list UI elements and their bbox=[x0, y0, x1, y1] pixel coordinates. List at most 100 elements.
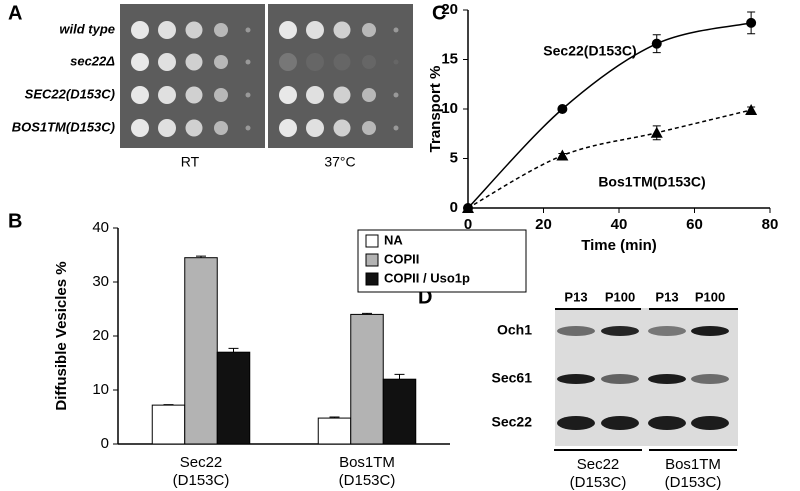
marker bbox=[745, 103, 758, 115]
yeast-spot bbox=[362, 23, 376, 37]
blot-band bbox=[601, 326, 639, 336]
yeast-spot bbox=[214, 88, 228, 102]
yeast-spot bbox=[306, 21, 324, 39]
yeast-spot bbox=[245, 59, 251, 65]
blot-band bbox=[557, 416, 595, 430]
group-label: Sec22 (D153C) bbox=[570, 456, 627, 491]
x-tick-label: Sec22 (D153C) bbox=[173, 454, 230, 489]
legend-label: NA bbox=[384, 232, 403, 247]
series-annotation: Bos1TM(D153C) bbox=[598, 174, 705, 190]
y-tick-label: 30 bbox=[92, 273, 109, 290]
yeast-spot bbox=[333, 53, 351, 71]
blot-band bbox=[557, 374, 595, 384]
yeast-spot bbox=[185, 119, 203, 137]
y-tick-label: 5 bbox=[450, 149, 458, 166]
yeast-spot bbox=[279, 119, 297, 137]
error-bar bbox=[228, 347, 239, 353]
yeast-spot bbox=[306, 86, 324, 104]
group-label: Bos1TM (D153C) bbox=[665, 456, 722, 491]
strain-label: BOS1TM(D153C) bbox=[12, 119, 115, 134]
marker bbox=[462, 202, 474, 213]
error-bar bbox=[163, 404, 174, 406]
yeast-spot bbox=[131, 53, 149, 71]
legend-swatch bbox=[365, 234, 379, 248]
yeast-spot bbox=[131, 21, 149, 39]
y-axis-label: Diffusible Vesicles % bbox=[53, 261, 70, 410]
yeast-spot bbox=[333, 21, 351, 39]
legend-label: COPII bbox=[384, 251, 419, 266]
error-bar bbox=[329, 416, 340, 419]
bar bbox=[382, 378, 417, 445]
x-tick-label: 80 bbox=[762, 216, 779, 233]
strain-label: sec22Δ bbox=[70, 53, 115, 68]
yeast-spot bbox=[393, 27, 399, 33]
bar bbox=[350, 313, 384, 445]
x-tick-label: Bos1TM (D153C) bbox=[339, 454, 396, 489]
y-tick-label: 0 bbox=[101, 435, 109, 452]
blot-band bbox=[648, 374, 686, 384]
blot-band bbox=[557, 326, 595, 336]
y-tick-label: 15 bbox=[441, 50, 458, 67]
blot-band bbox=[601, 416, 639, 430]
marker bbox=[556, 149, 569, 161]
yeast-spot bbox=[279, 21, 297, 39]
yeast-spot bbox=[185, 21, 203, 39]
y-tick-label: 20 bbox=[441, 1, 458, 18]
bar bbox=[184, 257, 218, 445]
panel-label: A bbox=[8, 2, 22, 24]
blot-band bbox=[648, 326, 686, 336]
yeast-spot bbox=[393, 92, 399, 98]
yeast-spot bbox=[362, 121, 376, 135]
error-bar bbox=[196, 255, 206, 258]
yeast-spot bbox=[158, 21, 176, 39]
error-bar bbox=[394, 373, 405, 380]
marker bbox=[557, 104, 568, 114]
yeast-spot bbox=[362, 55, 376, 69]
protein-label: Och1 bbox=[497, 322, 532, 338]
y-tick-label: 10 bbox=[441, 100, 458, 117]
yeast-spot bbox=[214, 121, 228, 135]
bar bbox=[151, 404, 186, 445]
x-tick-label: 0 bbox=[464, 216, 472, 233]
blot-band bbox=[648, 416, 686, 430]
y-tick-label: 0 bbox=[450, 199, 458, 216]
legend-label: COPII / Uso1p bbox=[384, 270, 470, 285]
y-tick-label: 40 bbox=[92, 219, 109, 236]
yeast-spot bbox=[333, 86, 351, 104]
x-tick-label: 20 bbox=[535, 216, 552, 233]
bar bbox=[216, 351, 251, 445]
panel-label: B bbox=[8, 210, 22, 232]
condition-label: RT bbox=[181, 154, 200, 170]
yeast-spot bbox=[333, 119, 351, 137]
yeast-spot bbox=[158, 119, 176, 137]
bar bbox=[317, 417, 352, 445]
yeast-spot bbox=[214, 23, 228, 37]
series-line bbox=[467, 22, 752, 209]
protein-label: Sec61 bbox=[492, 370, 533, 386]
yeast-spot bbox=[279, 53, 297, 71]
protein-label: Sec22 bbox=[492, 414, 533, 430]
yeast-spot bbox=[245, 27, 251, 33]
x-tick-label: 40 bbox=[611, 216, 628, 233]
yeast-spot bbox=[214, 55, 228, 69]
y-tick-label: 10 bbox=[92, 381, 109, 398]
lane-label: P13 bbox=[564, 289, 587, 304]
lane-label: P100 bbox=[605, 289, 635, 304]
yeast-spot bbox=[158, 53, 176, 71]
lane-label: P100 bbox=[695, 289, 725, 304]
condition-label: 37°C bbox=[324, 154, 355, 170]
yeast-spot bbox=[131, 119, 149, 137]
yeast-spot bbox=[279, 86, 297, 104]
yeast-spot bbox=[393, 59, 399, 65]
yeast-spot bbox=[131, 86, 149, 104]
blot-band bbox=[691, 416, 729, 430]
blot-band bbox=[691, 326, 729, 336]
marker bbox=[746, 17, 757, 28]
legend-box bbox=[357, 229, 527, 293]
marker bbox=[651, 38, 662, 49]
error-bar bbox=[362, 312, 372, 315]
yeast-spot bbox=[158, 86, 176, 104]
yeast-spot bbox=[306, 53, 324, 71]
series-line bbox=[467, 109, 752, 209]
